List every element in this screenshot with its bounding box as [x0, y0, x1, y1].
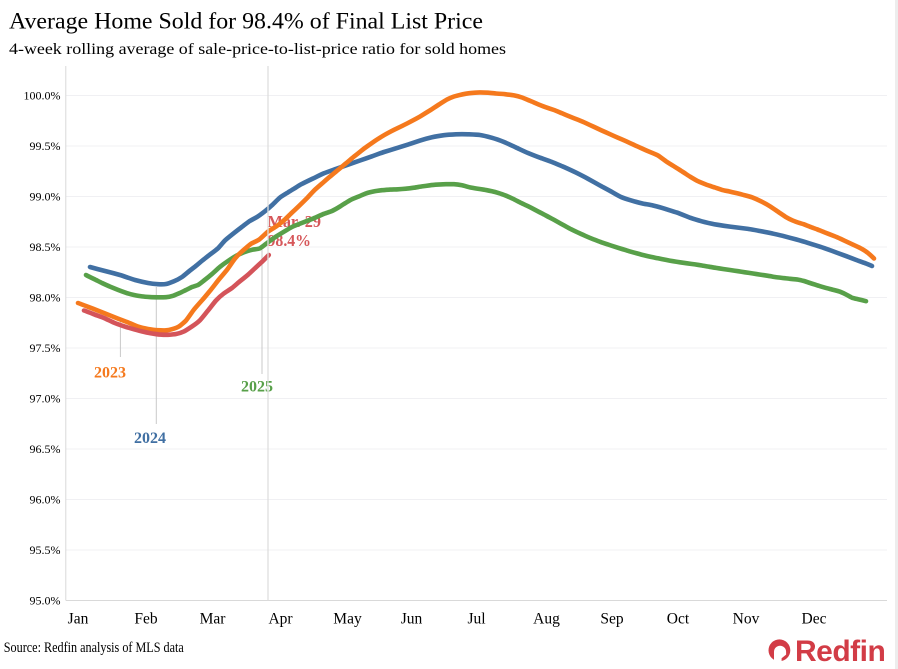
svg-text:96.0%: 96.0%	[30, 493, 61, 507]
svg-text:99.5%: 99.5%	[30, 139, 61, 153]
svg-text:May: May	[333, 611, 362, 628]
svg-text:95.5%: 95.5%	[30, 543, 61, 557]
svg-text:Jul: Jul	[467, 611, 485, 628]
svg-text:95.0%: 95.0%	[30, 594, 61, 608]
svg-text:2025: 2025	[241, 379, 273, 396]
svg-text:97.0%: 97.0%	[30, 392, 61, 406]
svg-text:97.5%: 97.5%	[30, 341, 61, 355]
svg-text:2023: 2023	[94, 365, 126, 382]
svg-text:100.0%: 100.0%	[24, 89, 61, 103]
svg-text:Jan: Jan	[68, 611, 89, 628]
svg-text:99.0%: 99.0%	[30, 190, 61, 204]
svg-text:Sep: Sep	[600, 611, 624, 628]
svg-text:96.5%: 96.5%	[30, 442, 61, 456]
svg-text:Average Home Sold for 98.4% of: Average Home Sold for 98.4% of Final Lis…	[9, 9, 483, 34]
svg-text:Aug: Aug	[533, 611, 560, 628]
svg-text:Feb: Feb	[134, 611, 158, 628]
svg-text:98.0%: 98.0%	[30, 291, 61, 305]
svg-text:Redfin: Redfin	[795, 635, 885, 668]
svg-text:98.5%: 98.5%	[30, 240, 61, 254]
svg-text:Jun: Jun	[401, 611, 423, 628]
svg-text:2024: 2024	[134, 430, 166, 447]
svg-text:Mar. 29: Mar. 29	[268, 212, 322, 231]
svg-text:Mar: Mar	[200, 611, 227, 628]
svg-text:Dec: Dec	[802, 611, 827, 628]
svg-text:Nov: Nov	[733, 611, 760, 628]
svg-text:Apr: Apr	[268, 611, 293, 628]
svg-text:4-week rolling average of sale: 4-week rolling average of sale-price-to-…	[9, 41, 506, 58]
svg-text:Source: Redfin analysis of MLS: Source: Redfin analysis of MLS data	[4, 640, 184, 656]
svg-text:Oct: Oct	[667, 611, 690, 628]
